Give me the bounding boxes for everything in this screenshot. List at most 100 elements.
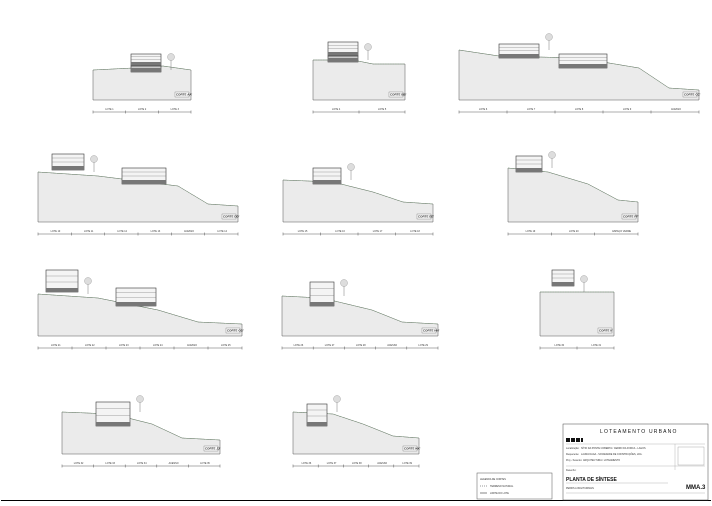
tree-icon [167,53,175,61]
lot-label: LOTE 1 [105,108,114,111]
lot-label: LOTE 15 [298,230,308,233]
lot-label: LOTE 5 [378,108,387,111]
section-tag: CORTE DD' [223,215,240,219]
lot-label: LOTE 7 [527,108,536,111]
lot-label: LOTE 35 [200,462,210,465]
section-tag-box [221,213,237,220]
lot-label: LOTE 23 [119,344,129,347]
terrain-line [37,293,243,325]
section-tag: CORTE AA' [176,93,193,97]
section-profile: CORTE AA' LOTE 1 LOTE 2 LOTE 3 [92,53,193,114]
lot-label: LOTE 21 [51,344,61,347]
lot-label: LOTE 30 [555,344,565,347]
section-tag: CORTE HH' [423,329,440,333]
terrain-line [458,49,700,91]
tree-icon [545,33,553,41]
lot-label: LOTE 29 [418,344,428,347]
section-profile: CORTE DD' LOTE 10 LOTE 11 LOTE 12 LOTE 13 ACE… [37,153,240,236]
lot-label: ACESSO [377,462,387,465]
building-basement [499,54,539,58]
lot-label: ESPAÇO VERDE [612,230,631,233]
section-profile: CORTE CC' LOTE 6 LOTE 7 LOTE 8 LOTE 9 ACESSO [458,33,701,114]
building-basement [328,58,358,62]
lot-label: ACESSO [387,344,397,347]
section-profile: CORTE EE' LOTE 15 LOTE 16 LOTE 17 LOTE 18 [282,163,434,236]
tree-icon [340,279,348,287]
tree-icon [333,395,341,403]
section-tag-box [203,445,219,452]
title-block: LOTEAMENTO URBANO Localização: SÍTIO DA … [562,423,709,501]
lot-label: ACESSO [184,230,194,233]
ground-fill [539,291,615,337]
lot-label: LOTE 2 [138,108,147,111]
section-profile: CORTE KK' LOTE 36 LOTE 37 LOTE 38 ACESSO LOTE… [292,395,421,468]
lot-label: LOTE 10 [51,230,61,233]
lot-label: LOTE 18 [410,230,420,233]
section-tag-box [388,91,404,98]
lot-label: LOTE 38 [352,462,362,465]
building-basement [46,288,78,292]
tree-icon [580,275,588,283]
section-tag-box [421,327,437,334]
logo-mark [566,438,570,442]
building-basement [131,62,161,66]
subject-value: ARQUITECTURA / LOTEAMENTO [583,459,620,462]
section-tag: CORTE GG' [227,329,244,333]
lot-label: LOTE 14 [217,230,227,233]
section-tag: CORTE EE' [418,215,434,219]
building-basement [559,64,607,68]
tree-icon [136,395,144,403]
tree-icon [364,43,372,51]
lot-label: LOTE 39 [402,462,412,465]
drawing-subtitle: PERFIS LONGITUDINAIS [566,487,594,490]
lot-label: LOTE 26 [294,344,304,347]
lot-label: LOTE 33 [105,462,115,465]
section-tag-box [597,327,613,334]
building-basement [116,302,156,306]
location-value: SÍTIO DA PONTE COBERTA / CERRO DA FORCA … [581,447,646,450]
lot-label: LOTE 34 [137,462,147,465]
lot-label: LOTE 37 [327,462,337,465]
lot-label: LOTE 27 [325,344,335,347]
lot-label: ACESSO [671,108,681,111]
drawing-title: PLANTA DE SÍNTESE [566,475,618,483]
drawing-label: Desenho: [566,469,577,472]
section-profile: CORTE HH' LOTE 26 LOTE 27 LOTE 28 ACESSO LOTE… [281,279,440,350]
building-basement [96,422,130,426]
section-tag-box [174,91,190,98]
lot-label: LOTE 3 [171,108,180,111]
section-tag: CORTE II' [599,329,613,333]
lot-label: LOTE 32 [74,462,84,465]
section-tag: CORTE KK' [404,447,421,451]
section-profile: CORTE II' LOTE 30 LOTE 31 [539,269,615,350]
lot-label: LOTE 36 [302,462,312,465]
building-basement [52,166,84,170]
tree-icon [90,155,98,163]
lot-label: LOTE 19 [526,230,536,233]
lot-label: LOTE 4 [332,108,341,111]
section-profile: CORTE BB' LOTE 4 LOTE 5 [312,41,407,114]
terrain-line [292,411,420,439]
tree-icon [548,151,556,159]
terrain-line [507,167,639,203]
lot-label: ACESSO [169,462,179,465]
terrain-line [281,295,439,325]
lot-label: LOTE 20 [569,230,579,233]
building-basement [552,282,574,286]
lot-label: LOTE 8 [575,108,584,111]
stamp-box [677,446,705,466]
lot-label: LOTE 12 [117,230,127,233]
lot-label: LOTE 9 [623,108,632,111]
profiles-layer: CORTE AA' LOTE 1 LOTE 2 LOTE 3 CORTE BB' LOTE… [37,33,701,468]
legend-title: LEGENDA DE CORTES [480,478,506,481]
sheet-bottom-border [1,500,711,501]
sheet-code: MMA.3 [686,485,706,491]
section-tag-box [682,91,698,98]
lot-label: LOTE 22 [85,344,95,347]
section-profile: CORTE GG' LOTE 21 LOTE 22 LOTE 23 LOTE 24 ACE… [37,269,244,350]
building-basement [307,422,327,426]
section-tag: CORTE BB' [390,93,407,97]
building-basement [328,52,358,56]
lot-label: LOTE 24 [153,344,163,347]
